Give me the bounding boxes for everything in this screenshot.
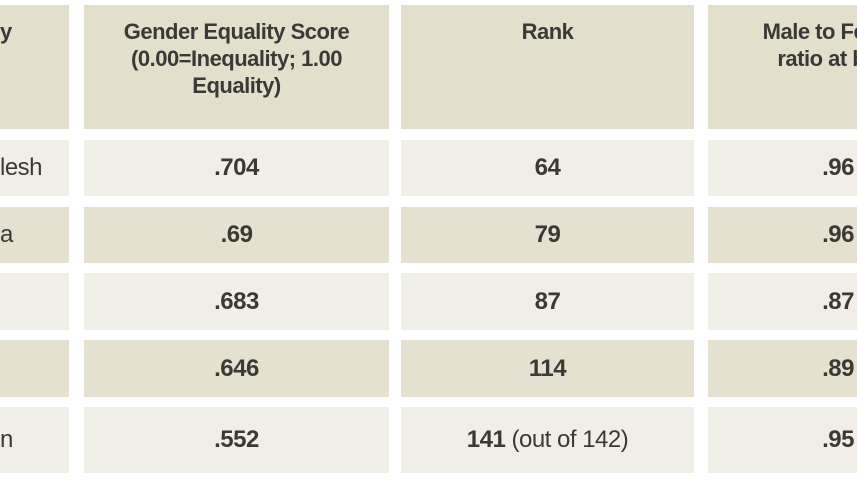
ratio-header-text: Male to Female ratio at birth [763,18,857,72]
score-value: .683 [214,287,259,315]
score-header-text: Gender Equality Score (0.00=Inequality; … [123,18,350,99]
ratio-value: .95 [822,426,854,453]
cell-ratio-row2: .96 [708,207,857,263]
rank-header-text: Rank [521,19,574,44]
score-header-line-2: (0.00=Inequality; 1.00 [131,46,342,71]
rank-note: (out of 142) [505,426,629,453]
country-fragment: a [0,221,13,248]
column-header-rank: Rank [401,5,694,129]
cell-country-row1: lesh [0,140,69,196]
country-fragment: lesh [0,154,43,181]
ratio-header-line-2: ratio at birth [777,46,857,71]
cell-country-row4 [0,340,69,397]
score-value: .552 [214,426,259,453]
cell-score-row2: .69 [84,207,389,263]
rank-value: 114 [528,354,567,382]
cell-country-row5: n [0,407,69,473]
ratio-value: .96 [822,154,854,181]
ratio-header-line-1: Male to Female [762,19,857,44]
score-header-line-3: Equality) [192,73,281,98]
country-header-fragment: y [0,19,12,44]
cell-country-row2: a [0,207,69,263]
rank-value: 87 [534,287,561,315]
cell-rank-row1: 64 [401,140,694,196]
country-fragment: n [0,426,13,453]
cell-ratio-row3: .87 [708,273,857,330]
cell-ratio-row4: .89 [708,340,857,397]
cell-rank-row2: 79 [401,207,694,263]
cell-ratio-row1: .96 [708,140,857,196]
score-value: .704 [214,154,259,181]
cell-country-row3 [0,273,69,330]
ratio-value: .87 [822,287,854,315]
rank-value: 64 [534,154,561,181]
rank-value: 79 [534,221,561,248]
score-header-line-1: Gender Equality Score [123,19,350,44]
cell-score-row3: .683 [84,273,389,330]
ratio-value: .96 [822,221,854,248]
cell-rank-row4: 114 [401,340,694,397]
cell-rank-row3: 87 [401,273,694,330]
score-value: .69 [220,221,253,248]
score-value: .646 [214,354,259,382]
column-header-score: Gender Equality Score (0.00=Inequality; … [84,5,389,129]
cell-ratio-row5: .95 [708,407,857,473]
cell-score-row5: .552 [84,407,389,473]
cell-score-row4: .646 [84,340,389,397]
cell-rank-row5: 141 (out of 142) [401,407,694,473]
cell-score-row1: .704 [84,140,389,196]
column-header-ratio: Male to Female ratio at birth [708,5,857,129]
column-header-country: y [0,5,69,129]
rank-value: 141 [466,426,506,453]
ratio-value: .89 [822,354,854,382]
